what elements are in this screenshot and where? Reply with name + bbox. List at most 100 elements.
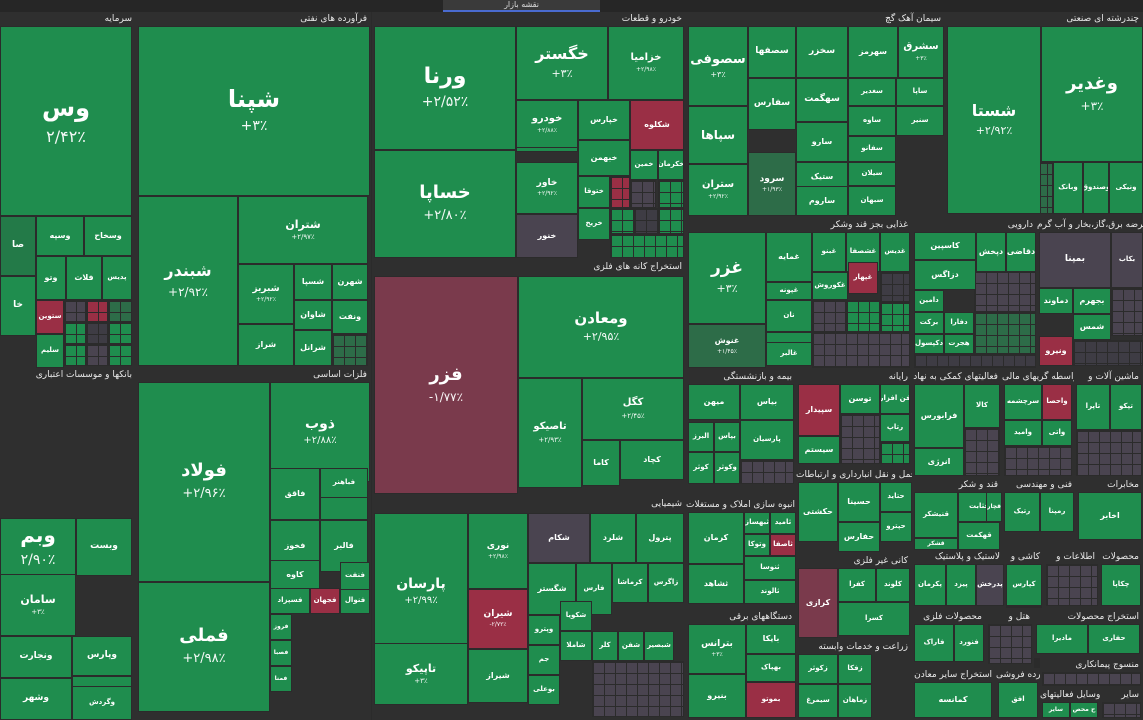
stock-tile[interactable]: سشرق +۳٪ [898, 26, 944, 78]
small-stock-cell[interactable] [1102, 702, 1141, 718]
stock-tile[interactable]: نوری +۲/۹۸٪ [468, 513, 528, 589]
stock-tile[interactable]: سلیم [36, 334, 64, 368]
small-stock-cell[interactable] [658, 208, 684, 234]
stock-tile[interactable]: شرانل [294, 330, 332, 366]
stock-tile[interactable]: ساروم [796, 186, 848, 216]
stock-tile[interactable]: کگل +۲/۴۵٪ [582, 378, 684, 440]
small-stock-cell[interactable] [86, 300, 108, 322]
stock-tile[interactable]: ونفت [332, 300, 368, 334]
stock-tile[interactable]: کلر [592, 631, 618, 661]
stock-tile[interactable]: ونجارت [0, 636, 72, 678]
small-stock-cell[interactable] [86, 322, 108, 344]
stock-tile[interactable]: خپارس [578, 100, 630, 140]
stock-tile[interactable]: پارسیان [740, 420, 794, 460]
stock-tile[interactable]: تپکو [1110, 384, 1142, 430]
stock-tile[interactable]: برکت [914, 312, 944, 334]
small-stock-cell[interactable] [846, 300, 880, 332]
stock-tile[interactable]: کلوند [876, 568, 910, 602]
stock-tile[interactable]: وکوثر [714, 452, 740, 484]
stock-tile[interactable]: کپارس [1006, 564, 1042, 606]
stock-tile[interactable]: شسپا [294, 264, 332, 300]
stock-tile[interactable]: سارو [796, 122, 848, 162]
stock-tile[interactable]: سهرمز [848, 26, 898, 78]
sector-title[interactable]: اطلاعات و [1056, 552, 1095, 562]
stock-tile[interactable]: شبصیر [644, 631, 674, 661]
stock-tile[interactable]: خساپا +۲/۸۰٪ [374, 150, 516, 258]
small-stock-cell[interactable] [64, 322, 86, 344]
stock-tile[interactable]: تاصیکو +۲/۹۳٪ [518, 378, 582, 488]
stock-tile[interactable]: سنیر [896, 106, 944, 136]
stock-tile[interactable]: وشهر [0, 678, 72, 720]
stock-tile[interactable]: غپهار [848, 262, 878, 294]
stock-tile[interactable]: فروز [270, 614, 292, 640]
stock-tile[interactable]: خریخ [578, 208, 610, 240]
stock-tile[interactable]: ورنا +۲/۵۲٪ [374, 26, 516, 150]
stock-tile[interactable]: واتی [1042, 420, 1072, 446]
sector-title[interactable]: قند و شکر [958, 480, 998, 490]
stock-tile[interactable]: بایکا [746, 624, 796, 654]
stock-tile[interactable]: کرازی [798, 568, 838, 638]
stock-tile[interactable]: ثنوسا [744, 556, 796, 580]
stock-tile[interactable]: بیاس [740, 384, 794, 420]
stock-tile[interactable]: خکرمان [658, 150, 684, 180]
stock-tile[interactable]: سامان +۳٪ [0, 574, 76, 636]
stock-tile[interactable]: ومعادن +۲/۹۵٪ [518, 276, 684, 378]
stock-tile[interactable]: کاما [582, 440, 620, 486]
stock-tile[interactable]: دکپسول [914, 334, 944, 354]
sector-title[interactable]: سایر [1121, 690, 1139, 700]
stock-tile[interactable]: سرود +۱/۹۳٪ [748, 152, 796, 216]
stock-tile[interactable]: فنوال [340, 588, 370, 614]
stock-tile[interactable]: وبانک [1053, 162, 1083, 214]
stock-tile[interactable]: ذوب +۲/۸۸٪ [270, 382, 370, 482]
sector-title[interactable]: استخراج محصولات [1067, 612, 1139, 622]
stock-tile[interactable]: فباهنر [320, 468, 368, 498]
stock-tile[interactable]: ساپا [896, 78, 944, 106]
stock-tile[interactable]: سفارس [748, 78, 796, 130]
sector-title[interactable]: فرآورده های نفتی [300, 14, 367, 24]
sector-title[interactable]: استخراج سایر معادن [914, 670, 992, 680]
stock-tile[interactable]: کمانسه [914, 682, 992, 718]
small-stock-cell[interactable] [974, 312, 1036, 354]
stock-tile[interactable]: ثالوند [744, 580, 796, 604]
stock-tile[interactable]: حفاری [1088, 624, 1140, 654]
stock-tile[interactable]: فن افزار [880, 384, 910, 414]
stock-tile[interactable]: سخزر [796, 26, 848, 78]
small-stock-cell[interactable] [610, 176, 630, 208]
small-stock-cell[interactable] [740, 460, 794, 484]
stock-tile[interactable]: چکاپا [1101, 564, 1141, 606]
stock-tile[interactable]: کچاد [620, 440, 684, 480]
small-stock-cell[interactable] [988, 624, 1032, 664]
stock-tile[interactable]: دزاگس [914, 260, 976, 290]
sector-title[interactable]: فنی و مهندسی [1015, 480, 1072, 490]
sector-title[interactable]: غذایی بجز قند وشکر [830, 220, 908, 230]
stock-tile[interactable]: واحصا [1042, 384, 1072, 420]
stock-tile[interactable]: فملی +۲/۹۸٪ [138, 582, 270, 712]
stock-tile[interactable]: سیستم [798, 436, 840, 464]
stock-tile[interactable]: قهکمت [958, 522, 1000, 550]
stock-tile[interactable]: پدرخش [976, 564, 1004, 606]
stock-tile[interactable]: ساوه [848, 106, 896, 136]
small-stock-cell[interactable] [880, 302, 910, 332]
stock-tile[interactable]: شهرن [332, 264, 368, 300]
stock-tile[interactable]: فولاد +۲/۹۶٪ [138, 382, 270, 582]
stock-tile[interactable]: خا [0, 276, 36, 336]
stock-tile[interactable]: رمپنا [1040, 492, 1074, 532]
stock-tile[interactable]: فصبا [270, 640, 292, 666]
stock-tile[interactable]: ثبهساز [744, 512, 770, 534]
sector-title[interactable]: کانی غیر فلزی [853, 556, 908, 566]
small-stock-cell[interactable] [880, 272, 910, 302]
stock-tile[interactable]: بموتو [746, 682, 796, 718]
stock-tile[interactable]: ستران +۲/۹۲٪ [688, 164, 748, 216]
stock-tile[interactable]: کسرا [838, 602, 910, 636]
small-stock-cell[interactable] [108, 344, 132, 366]
stock-tile[interactable]: سفانو [848, 136, 896, 162]
sector-title[interactable]: بانکها و موسسات اعتباری [35, 370, 132, 380]
stock-tile[interactable]: کرمان [688, 512, 744, 564]
small-stock-cell[interactable] [812, 300, 846, 332]
stock-tile[interactable]: شاوان [294, 300, 332, 330]
sector-title[interactable]: ماشین آلات و [1088, 372, 1139, 382]
stock-tile[interactable]: بپاس [714, 422, 740, 452]
stock-tile[interactable]: فجهان [310, 588, 340, 614]
stock-tile[interactable]: خبهمن [578, 140, 630, 176]
sector-title[interactable]: بیمه و بازنشستگی [723, 372, 792, 382]
